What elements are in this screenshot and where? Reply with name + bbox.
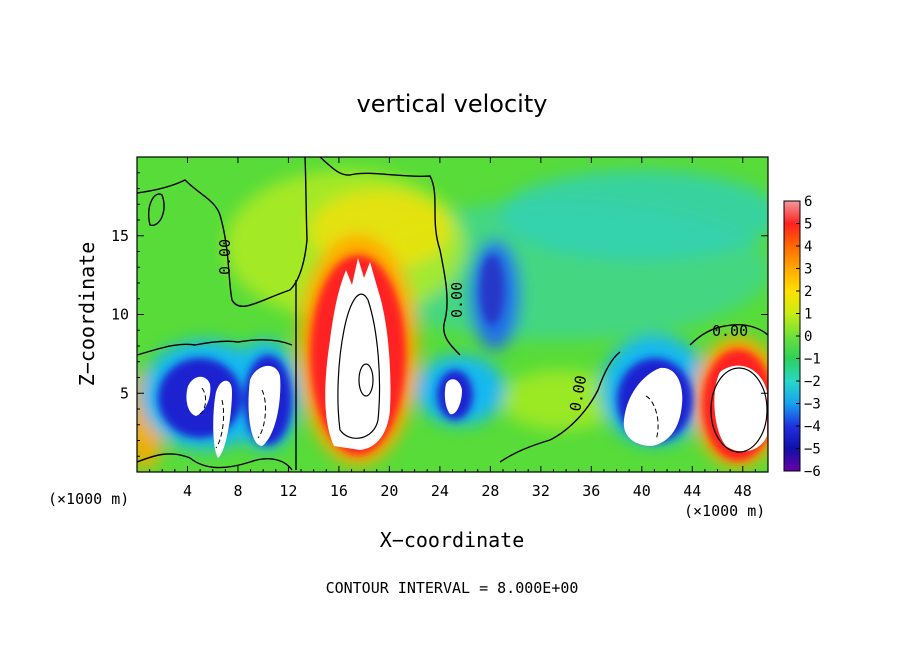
contour-label-4: 0.00	[712, 322, 748, 340]
contour-label-1: 0.00	[216, 239, 234, 275]
x-unit-label-left: (×1000 m)	[48, 490, 129, 508]
x-axis: 4 8 12 16 20 24 28 32 36 40 44 48	[149, 157, 756, 500]
y-axis-label: Z−coordinate	[75, 242, 99, 387]
updraft-core-east	[714, 365, 767, 452]
downdraft-core-4	[444, 379, 462, 415]
colorbar-label: −5	[804, 442, 821, 458]
contour-lines	[137, 157, 768, 471]
colorbar-label: 3	[804, 262, 812, 278]
colorbar-segment	[784, 381, 800, 404]
saturated-regions	[186, 258, 767, 458]
colorbar-label: 6	[804, 194, 812, 210]
x-tick-label: 28	[481, 482, 499, 500]
contour-label-3: 0.00	[566, 374, 590, 413]
downdraft-core-3	[248, 365, 281, 446]
y-axis: 5 10 15	[111, 172, 768, 457]
x-tick-label: 8	[233, 482, 242, 500]
chart-title: vertical velocity	[357, 90, 548, 118]
x-tick-label: 20	[380, 482, 398, 500]
x-tick-label: 4	[183, 482, 192, 500]
colorbar-label: 4	[804, 239, 812, 255]
contour-lines-dashed	[199, 387, 659, 449]
colorbar-label: 5	[804, 217, 812, 233]
colorbar-label: −3	[804, 397, 821, 413]
colorbar: 6 5 4 3 2 1 0 −1 −2 −3 −4 −5 −6	[783, 194, 821, 480]
colorbar-segment	[784, 358, 800, 382]
x-tick-label: 12	[279, 482, 297, 500]
colorbar-label: 2	[804, 284, 812, 300]
colorbar-segment	[784, 246, 800, 269]
plot-area: 0.00 0.00 0.00 0.00	[137, 157, 768, 472]
colorbar-label: 1	[804, 307, 812, 323]
colorbar-label: −2	[804, 374, 821, 390]
downdraft-core-5	[623, 367, 683, 446]
contour-lines-inner	[337, 293, 768, 453]
contour-label-2: 0.00	[448, 282, 466, 318]
downdraft-core-2	[213, 380, 232, 458]
colorbar-label: −6	[804, 464, 821, 480]
colorbar-label: −4	[804, 419, 821, 435]
colorbar-label: 0	[804, 329, 812, 345]
colorbar-segment	[784, 448, 800, 472]
colorbar-segment	[784, 403, 800, 427]
colorbar-segment	[784, 426, 800, 449]
colorbar-segment	[784, 201, 800, 224]
y-tick-label: 15	[111, 227, 129, 245]
x-tick-label: 24	[431, 482, 449, 500]
colorbar-segment	[784, 291, 800, 314]
x-tick-label: 40	[633, 482, 651, 500]
updraft-core-main	[325, 258, 391, 450]
x-tick-label: 36	[582, 482, 600, 500]
colorbar-segment	[784, 313, 800, 337]
colorbar-segment	[784, 268, 800, 292]
x-axis-label: X−coordinate	[380, 528, 525, 552]
x-tick-label: 44	[683, 482, 701, 500]
y-tick-label: 10	[111, 306, 129, 324]
x-tick-label: 16	[330, 482, 348, 500]
colorbar-segment	[784, 336, 800, 359]
colorbar-segment	[784, 223, 800, 247]
x-tick-label: 48	[734, 482, 752, 500]
x-tick-label: 32	[532, 482, 550, 500]
contour-interval-text: CONTOUR INTERVAL = 8.000E+00	[326, 579, 579, 597]
x-unit-label-right: (×1000 m)	[684, 502, 765, 520]
colorbar-label: −1	[804, 352, 821, 368]
y-tick-label: 5	[120, 384, 129, 402]
